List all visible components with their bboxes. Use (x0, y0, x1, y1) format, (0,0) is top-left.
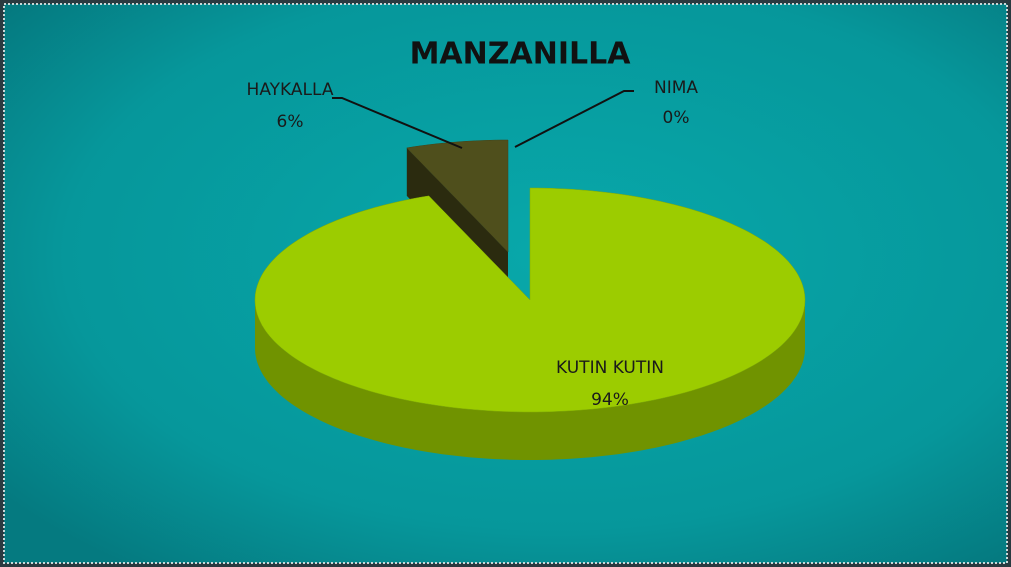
slice-side (255, 300, 805, 460)
data-label-value: 94% (591, 390, 629, 410)
chart-title: MANZANILLA (410, 37, 632, 72)
leader-line (332, 97, 463, 149)
slice (254, 187, 806, 413)
pie (254, 139, 806, 460)
leader-line (514, 90, 634, 148)
labels: KUTIN KUTIN 94% HAYKALLA 6% NIMA 0% (247, 78, 699, 410)
data-label-value: 6% (277, 112, 304, 132)
data-label-name: KUTIN KUTIN (556, 358, 664, 378)
data-label-name: HAYKALLA (247, 80, 334, 100)
data-label-name: NIMA (654, 78, 698, 98)
data-label-value: 0% (663, 108, 690, 128)
slice (406, 139, 509, 253)
